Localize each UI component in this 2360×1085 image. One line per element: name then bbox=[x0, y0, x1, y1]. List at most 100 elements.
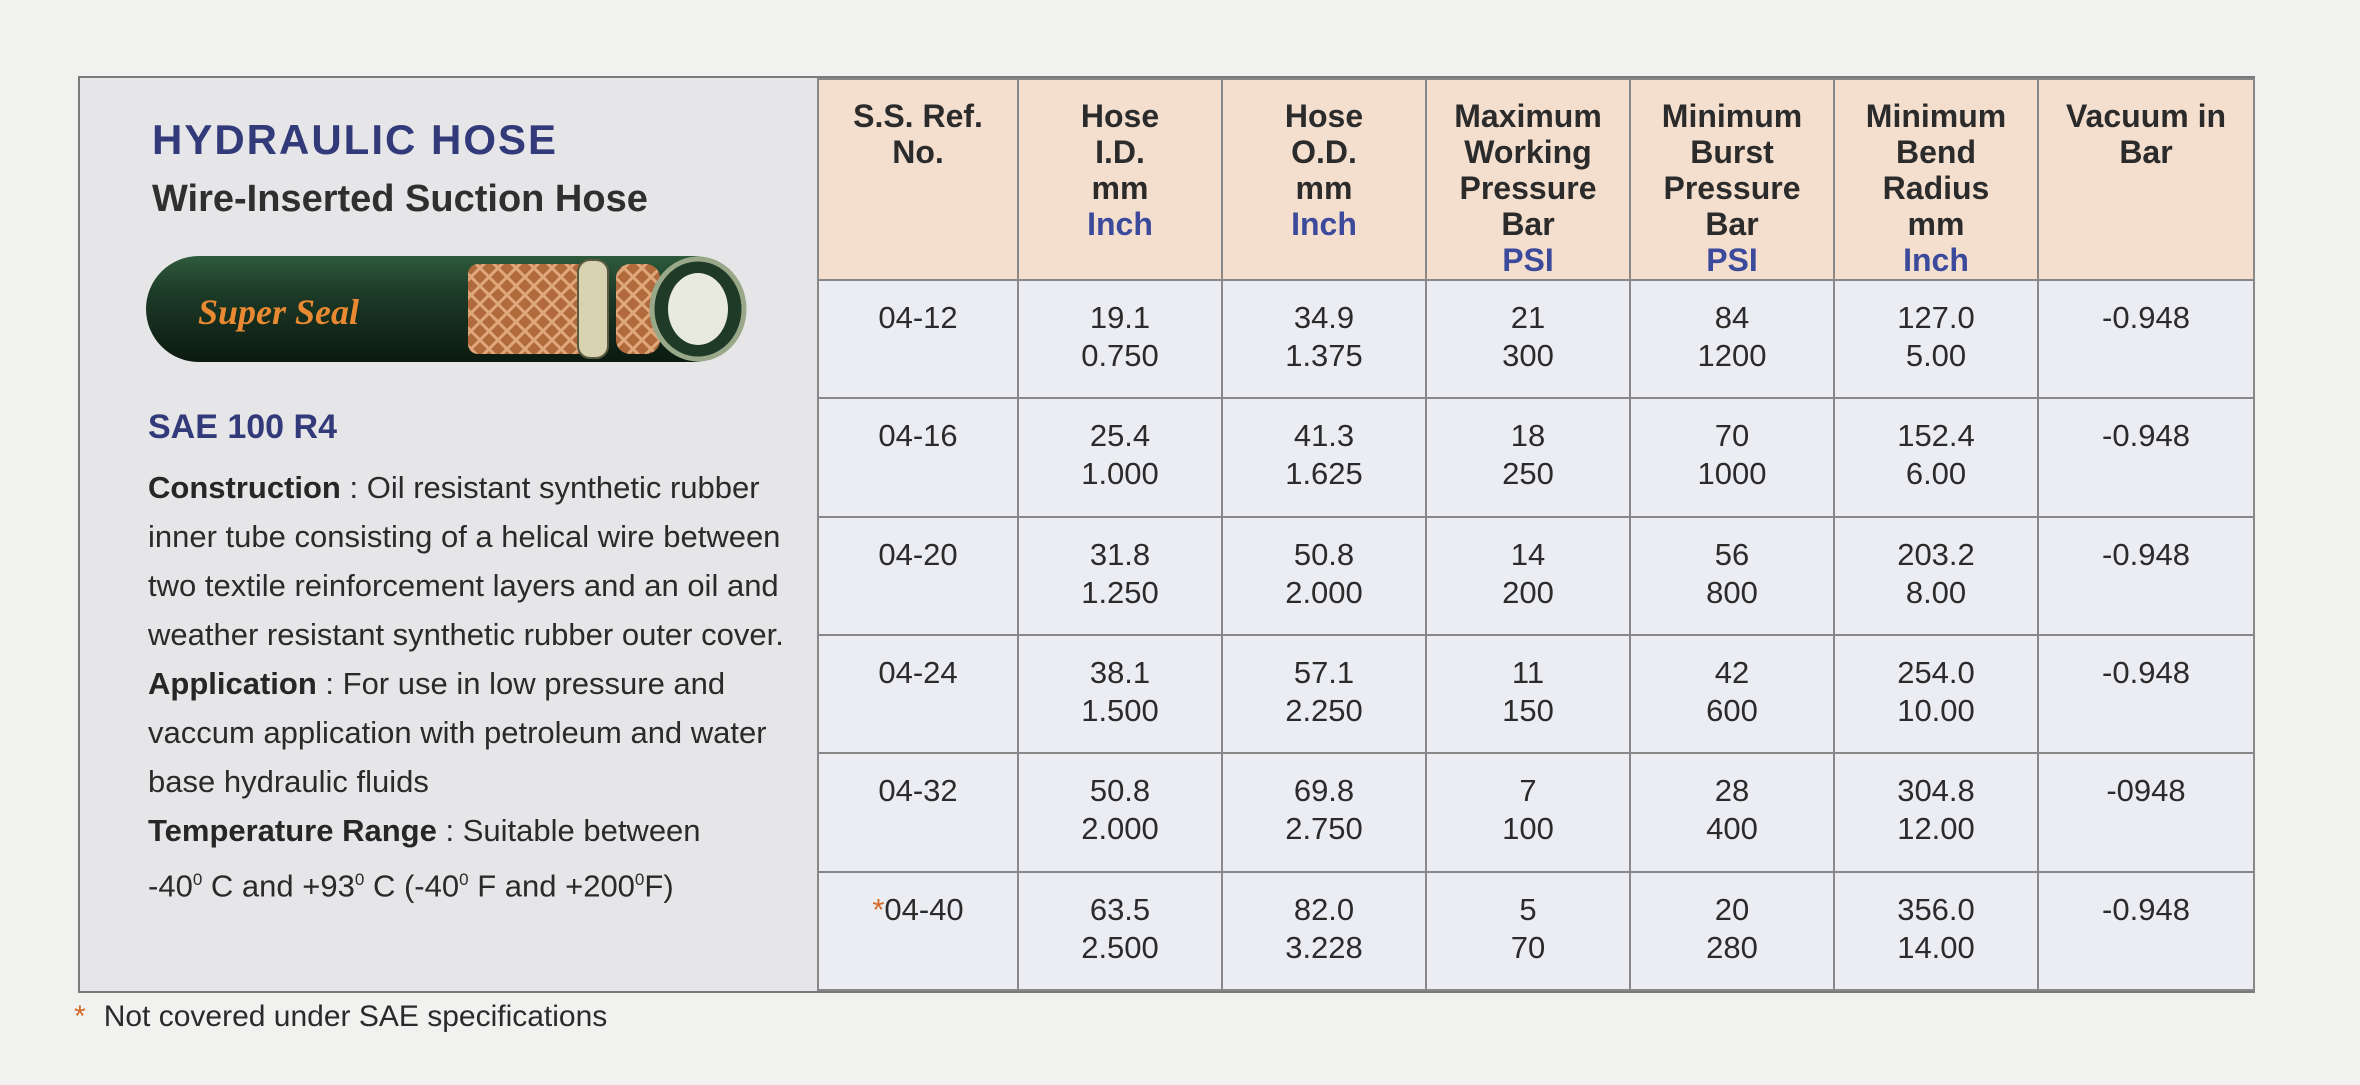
construction-label: Construction bbox=[148, 470, 341, 505]
od-inch-value: 2.250 bbox=[1285, 692, 1363, 728]
id-inch-value: 1.000 bbox=[1081, 456, 1159, 492]
column-header-vacuum: Vacuum in Bar bbox=[2037, 78, 2255, 281]
application-text: : For use in low pressure and vaccum app… bbox=[148, 666, 767, 799]
ref-value: 04-12 bbox=[878, 300, 958, 335]
construction-paragraph: Construction : Oil resistant synthetic r… bbox=[148, 463, 788, 659]
working-pressure-cell: 5 70 bbox=[1425, 870, 1631, 992]
table-header-row: S.S. Ref. No. Hose I.D. mm Inch Hose O.D. mm In… bbox=[817, 78, 2255, 281]
id-mm-value: 31.8 bbox=[1089, 536, 1151, 572]
br-mm-value: 127.0 bbox=[1897, 300, 1975, 335]
table-row: 04-12 19.1 0.750 34.9 1.375 21 300 84 1200 127.0 5… bbox=[817, 278, 2255, 400]
table-row: 04-32 50.8 2.000 69.8 2.750 7 100 28 400 304.8 12.… bbox=[817, 752, 2255, 873]
id-mm-value: 63.5 bbox=[1089, 891, 1151, 927]
temp-c-low-unit: C and bbox=[210, 868, 294, 904]
bp-bar-value: 70 bbox=[1714, 418, 1750, 454]
wp-psi-value: 150 bbox=[1502, 692, 1554, 728]
wp-bar-value: 11 bbox=[1511, 654, 1545, 690]
bp-psi-value: 1200 bbox=[1697, 338, 1767, 373]
od-cell: 34.9 1.375 bbox=[1221, 278, 1427, 400]
burst-pressure-cell: 56 800 bbox=[1629, 515, 1835, 636]
br-mm-value: 152.4 bbox=[1897, 418, 1975, 454]
product-subtitle: Wire-Inserted Suction Hose bbox=[152, 178, 648, 220]
footnote: * Not covered under SAE specifications bbox=[74, 1000, 607, 1034]
product-info-panel: HYDRAULIC HOSE Wire-Inserted Suction Hos… bbox=[80, 78, 820, 991]
ref-value: 04-40 bbox=[884, 891, 964, 927]
ref-cell: 04-12 bbox=[817, 278, 1019, 400]
bp-bar-value: 20 bbox=[1714, 891, 1750, 927]
vacuum-cell: -0.948 bbox=[2037, 397, 2255, 518]
od-cell: 69.8 2.750 bbox=[1221, 752, 1427, 873]
temperature-paragraph: Temperature Range : Suitable between -40… bbox=[148, 806, 788, 910]
brand-logo: Super Seal bbox=[198, 292, 359, 332]
degree-mark: 0 bbox=[459, 870, 469, 889]
wp-psi-value: 70 bbox=[1510, 929, 1546, 965]
od-mm-value: 34.9 bbox=[1293, 300, 1355, 335]
column-header-burst-pressure: Minimum Burst Pressure Bar PSI bbox=[1629, 78, 1835, 281]
od-cell: 50.8 2.000 bbox=[1221, 515, 1427, 636]
vacuum-cell: -0.948 bbox=[2037, 278, 2255, 400]
br-mm-value: 203.2 bbox=[1897, 536, 1975, 572]
spec-table-container: S.S. Ref. No. Hose I.D. mm Inch Hose O.D. mm In… bbox=[817, 78, 2255, 992]
hose-illustration: Super Seal bbox=[146, 256, 747, 362]
bp-bar-value: 84 bbox=[1714, 300, 1750, 335]
id-cell: 63.5 2.500 bbox=[1017, 870, 1223, 992]
ref-value: 04-24 bbox=[878, 654, 958, 690]
vacuum-value: -0.948 bbox=[2102, 891, 2190, 927]
od-cell: 41.3 1.625 bbox=[1221, 397, 1427, 518]
od-inch-value: 3.228 bbox=[1285, 929, 1363, 965]
temperature-label: Temperature Range bbox=[148, 813, 437, 848]
od-mm-value: 57.1 bbox=[1293, 654, 1355, 690]
table-row: *04-40 63.5 2.500 82.0 3.228 5 70 20 280 356.0 14.… bbox=[817, 870, 2255, 992]
temp-c-low: -40 bbox=[148, 868, 193, 904]
bp-bar-value: 28 bbox=[1714, 773, 1750, 809]
od-inch-value: 1.375 bbox=[1285, 338, 1363, 373]
bp-psi-value: 600 bbox=[1706, 692, 1758, 728]
wp-bar-value: 18 bbox=[1510, 418, 1546, 454]
bend-radius-cell: 127.0 5.00 bbox=[1833, 278, 2039, 400]
bend-radius-cell: 356.0 14.00 bbox=[1833, 870, 2039, 992]
temperature-text: : Suitable between bbox=[445, 813, 701, 848]
bp-bar-value: 56 bbox=[1714, 536, 1750, 572]
working-pressure-cell: 11 150 bbox=[1425, 633, 1631, 755]
bend-radius-cell: 152.4 6.00 bbox=[1833, 397, 2039, 518]
bp-psi-value: 1000 bbox=[1697, 456, 1767, 492]
temp-f-low: -40 bbox=[414, 868, 460, 904]
id-cell: 19.1 0.750 bbox=[1017, 278, 1223, 400]
br-inch-value: 10.00 bbox=[1897, 692, 1975, 728]
table-row: 04-16 25.4 1.000 41.3 1.625 18 250 70 1000 152.4 6… bbox=[817, 397, 2255, 518]
working-pressure-cell: 14 200 bbox=[1425, 515, 1631, 636]
wp-psi-value: 250 bbox=[1502, 456, 1554, 492]
id-inch-value: 1.500 bbox=[1081, 692, 1159, 728]
working-pressure-cell: 21 300 bbox=[1425, 278, 1631, 400]
vacuum-cell: -0948 bbox=[2037, 752, 2255, 873]
vacuum-cell: -0.948 bbox=[2037, 870, 2255, 992]
vacuum-value: -0.948 bbox=[2102, 418, 2190, 454]
bend-radius-cell: 203.2 8.00 bbox=[1833, 515, 2039, 636]
table-row: 04-20 31.8 1.250 50.8 2.000 14 200 56 800 203.2 8.… bbox=[817, 515, 2255, 636]
od-cell: 57.1 2.250 bbox=[1221, 633, 1427, 755]
vacuum-cell: -0.948 bbox=[2037, 515, 2255, 636]
id-cell: 50.8 2.000 bbox=[1017, 752, 1223, 873]
application-paragraph: Application : For use in low pressure an… bbox=[148, 659, 788, 806]
od-mm-value: 69.8 bbox=[1293, 773, 1355, 809]
id-cell: 31.8 1.250 bbox=[1017, 515, 1223, 636]
bend-radius-cell: 304.8 12.00 bbox=[1833, 752, 2039, 873]
wp-psi-value: 200 bbox=[1502, 574, 1554, 610]
wp-psi-value: 300 bbox=[1502, 338, 1554, 373]
od-mm-value: 82.0 bbox=[1293, 891, 1355, 927]
id-inch-value: 1.250 bbox=[1081, 574, 1159, 610]
spec-table: S.S. Ref. No. Hose I.D. mm Inch Hose O.D. mm In… bbox=[817, 78, 2255, 992]
temp-f-high-unit: F) bbox=[644, 868, 674, 904]
ref-cell: 04-16 bbox=[817, 397, 1019, 518]
temp-c-high: +93 bbox=[302, 868, 355, 904]
column-header-od: Hose O.D. mm Inch bbox=[1221, 78, 1427, 281]
ref-cell: 04-32 bbox=[817, 752, 1019, 873]
vacuum-cell: -0.948 bbox=[2037, 633, 2255, 755]
sae-standard: SAE 100 R4 bbox=[148, 408, 337, 446]
vacuum-value: -0.948 bbox=[2102, 536, 2190, 572]
spec-sheet-frame: HYDRAULIC HOSE Wire-Inserted Suction Hos… bbox=[78, 76, 2255, 993]
id-mm-value: 38.1 bbox=[1089, 654, 1151, 690]
row-star: * bbox=[872, 891, 885, 927]
wp-psi-value: 100 bbox=[1502, 811, 1554, 847]
burst-pressure-cell: 28 400 bbox=[1629, 752, 1835, 873]
